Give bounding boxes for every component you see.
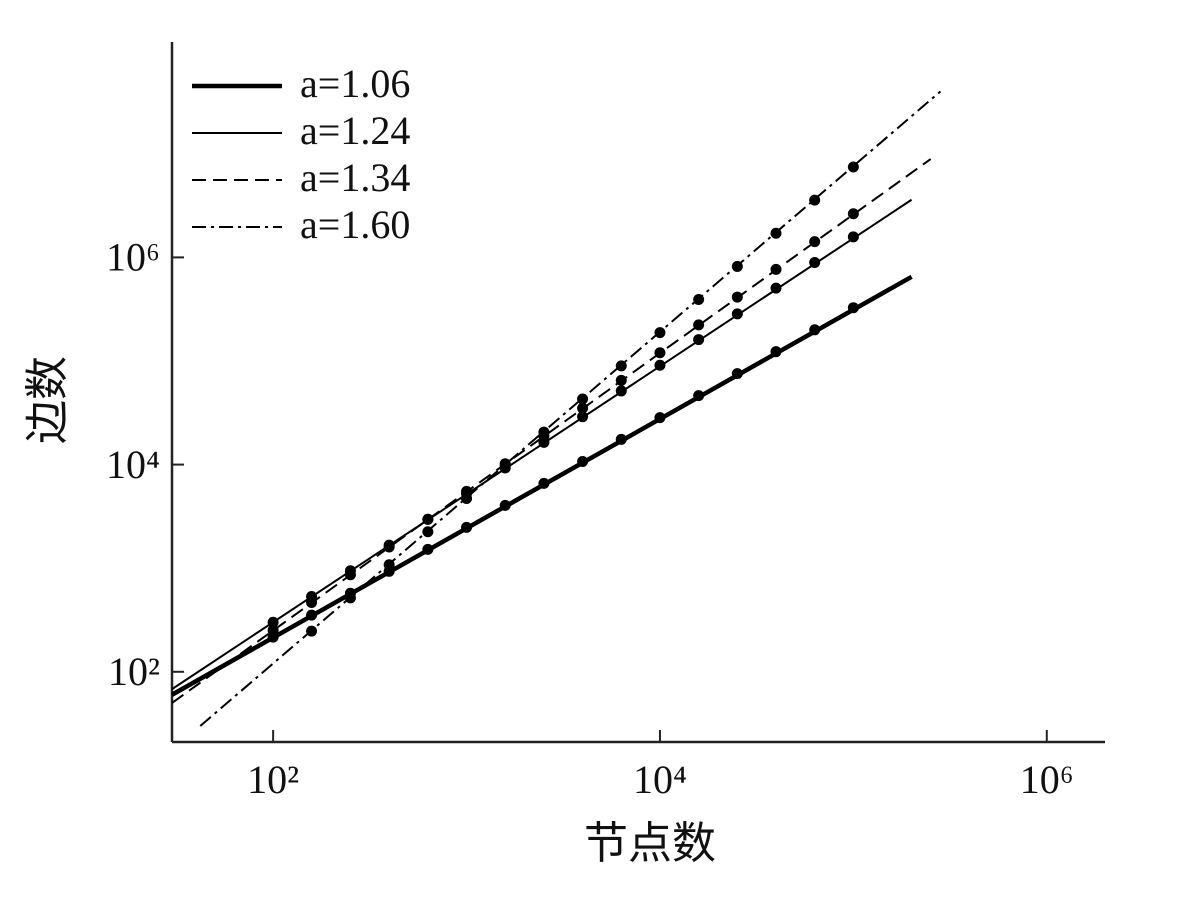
data-point — [770, 282, 782, 294]
legend-label: a=1.60 — [300, 202, 410, 247]
data-point — [577, 393, 589, 405]
legend-label: a=1.24 — [300, 108, 410, 153]
data-point — [499, 499, 511, 511]
y-tick-label: 10⁴ — [106, 442, 160, 487]
legend-label: a=1.34 — [300, 155, 410, 200]
x-tick-label: 10⁶ — [1020, 757, 1074, 802]
data-point — [731, 291, 743, 303]
data-point — [654, 347, 666, 359]
data-point — [731, 368, 743, 380]
data-point — [344, 592, 356, 604]
data-point — [422, 543, 434, 555]
data-point — [847, 208, 859, 220]
data-point — [809, 324, 821, 336]
data-point — [538, 426, 550, 438]
data-point — [847, 161, 859, 173]
data-point — [693, 390, 705, 402]
data-point — [577, 411, 589, 423]
data-point — [499, 459, 511, 471]
data-point — [770, 263, 782, 275]
data-point — [422, 526, 434, 538]
data-point — [461, 521, 473, 533]
data-point — [731, 308, 743, 320]
x-axis-title: 节点数 — [584, 819, 716, 868]
legend-label: a=1.06 — [300, 61, 410, 106]
data-point — [306, 596, 318, 608]
data-point — [693, 334, 705, 346]
data-point — [422, 513, 434, 525]
data-point — [809, 236, 821, 248]
data-point — [538, 477, 550, 489]
data-point — [809, 194, 821, 206]
data-point — [770, 227, 782, 239]
data-point — [577, 456, 589, 468]
y-axis-title: 边数 — [23, 356, 72, 444]
data-point — [731, 260, 743, 272]
y-tick-label: 10² — [108, 649, 160, 694]
data-point — [306, 625, 318, 637]
data-point — [383, 559, 395, 571]
data-point — [654, 327, 666, 339]
data-point — [847, 231, 859, 243]
data-point — [615, 385, 627, 397]
data-point — [461, 492, 473, 504]
data-point — [267, 616, 279, 628]
data-point — [383, 541, 395, 553]
data-point — [267, 624, 279, 636]
data-point — [847, 302, 859, 314]
data-point — [693, 319, 705, 331]
y-tick-label: 10⁶ — [106, 235, 160, 280]
fit-line — [171, 158, 932, 704]
data-point — [577, 402, 589, 414]
data-point — [770, 346, 782, 358]
data-point — [344, 569, 356, 581]
data-point — [306, 609, 318, 621]
data-point — [693, 294, 705, 306]
data-point — [615, 360, 627, 372]
data-point — [615, 374, 627, 386]
data-point — [654, 412, 666, 424]
x-tick-label: 10² — [247, 757, 299, 802]
data-point — [654, 359, 666, 371]
x-tick-label: 10⁴ — [633, 757, 687, 802]
data-point — [615, 433, 627, 445]
data-point — [809, 256, 821, 268]
